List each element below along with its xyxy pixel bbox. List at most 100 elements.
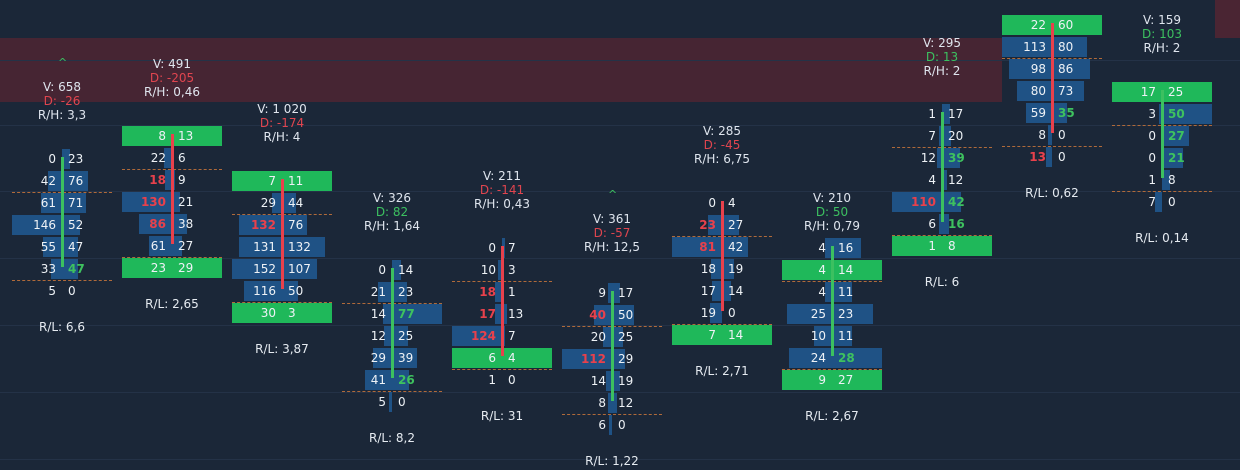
price-level-row[interactable]: 4 11 (782, 282, 882, 302)
price-level-row[interactable]: 40 50 (562, 305, 662, 325)
price-level-row[interactable]: 110 42 (892, 192, 992, 212)
ask-volume: 21 (178, 195, 194, 209)
ask-volume: 17 (618, 286, 634, 300)
price-level-row[interactable]: 86 38 (122, 214, 222, 234)
footprint-column[interactable]: ^ V: 658 D: -26 R/H: 3,3 0 23 42 76 61 71 146 52 55 4… (7, 0, 117, 470)
bid-volume-bar (937, 148, 942, 168)
price-level-row[interactable]: 132 76 (232, 215, 332, 235)
price-level-row[interactable]: 130 21 (122, 192, 222, 212)
price-level-row[interactable]: 24 28 (782, 348, 882, 368)
price-level-row[interactable]: 59 35 (1002, 103, 1102, 123)
price-level-row[interactable]: 10 3 (452, 260, 552, 280)
footprint-column[interactable]: ^ V: 361 D: -57 R/H: 12,5 9 17 40 50 20 25 112 29 14… (557, 0, 667, 470)
price-level-row[interactable]: 18 19 (672, 259, 772, 279)
price-level-row[interactable]: 20 25 (562, 327, 662, 347)
price-level-row[interactable]: 9 27 (782, 370, 882, 390)
price-level-row[interactable]: 42 76 (12, 171, 112, 191)
price-level-row[interactable]: 12 39 (892, 148, 992, 168)
price-level-row[interactable]: 81 42 (672, 237, 772, 257)
price-level-row[interactable]: 4 12 (892, 170, 992, 190)
footprint-column[interactable]: V: 211 D: -141 R/H: 0,43 0 7 10 3 18 1 17 13 124 7 6 4… (447, 0, 557, 470)
price-level-row[interactable]: 21 23 (342, 282, 442, 302)
price-level-row[interactable]: 0 27 (1112, 126, 1212, 146)
price-level-row[interactable]: 41 26 (342, 370, 442, 390)
ask-volume-bar (832, 326, 852, 346)
bid-volume: 86 (149, 217, 166, 231)
footprint-column[interactable]: V: 1 020 D: -174 R/H: 4 7 11 29 44 132 76 131 132 1… (227, 0, 337, 470)
price-level-row[interactable]: 29 39 (342, 348, 442, 368)
ask-volume-bar (942, 170, 947, 190)
footprint-column[interactable]: V: 295 D: 13 R/H: 2 1 17 7 20 12 39 4 12 110 42 6 16 1 8… (887, 0, 997, 470)
footprint-column[interactable]: 22 60 113 80 98 86 80 73 59 35 8 0 13 0 R/L: 0,62 (997, 0, 1107, 470)
bid-volume: 12 (370, 329, 386, 343)
price-level-row[interactable]: 14 77 (342, 304, 442, 324)
footprint-column[interactable]: V: 159 D: 103 R/H: 2 17 25 3 50 0 27 0 21 1 8 7 0 R/L: … (1107, 0, 1217, 470)
price-level-row[interactable]: 131 132 (232, 237, 332, 257)
price-level-row[interactable]: 9 17 (562, 283, 662, 303)
price-level-row[interactable]: 113 80 (1002, 37, 1102, 57)
bid-volume: 29 (370, 351, 386, 365)
ask-volume-bar (832, 304, 873, 324)
price-level-row[interactable]: 7 14 (672, 325, 772, 345)
footprint-column[interactable]: V: 326 D: 82 R/H: 1,64 0 14 21 23 14 77 12 25 29 39 4… (337, 0, 447, 470)
price-level-row[interactable]: 17 13 (452, 304, 552, 324)
price-level-row[interactable]: 29 44 (232, 193, 332, 213)
bid-volume: 19 (700, 306, 716, 320)
price-level-row[interactable]: 152 107 (232, 259, 332, 279)
price-level-row[interactable]: 80 73 (1002, 81, 1102, 101)
price-level-row[interactable]: 98 86 (1002, 59, 1102, 79)
price-level-row[interactable]: 22 6 (122, 148, 222, 168)
price-level-row[interactable]: 7 20 (892, 126, 992, 146)
price-level-row[interactable]: 13 0 (1002, 147, 1102, 167)
price-level-row[interactable]: 14 19 (562, 371, 662, 391)
price-level-row[interactable]: 23 29 (122, 258, 222, 278)
ask-volume: 7 (508, 329, 516, 343)
price-level-row[interactable]: 17 14 (672, 281, 772, 301)
bid-volume: 7 (1148, 195, 1156, 209)
footprint-column[interactable]: V: 210 D: 50 R/H: 0,79 4 16 4 14 4 11 25 23 10 11 24 2… (777, 0, 887, 470)
price-level-row[interactable]: 55 47 (12, 237, 112, 257)
price-level-row[interactable]: 0 23 (12, 149, 112, 169)
price-level-row[interactable]: 23 27 (672, 215, 772, 235)
ask-volume-bar (62, 259, 78, 279)
price-level-row[interactable]: 116 50 (232, 281, 332, 301)
volume-label: V: 285 (703, 124, 741, 138)
price-level-row[interactable]: 3 50 (1112, 104, 1212, 124)
price-level-row[interactable]: 61 71 (12, 193, 112, 213)
price-level-row[interactable]: 30 3 (232, 303, 332, 323)
bid-volume: 5 (378, 395, 386, 409)
ask-volume-bar (282, 259, 317, 279)
price-level-row[interactable]: 8 12 (562, 393, 662, 413)
ask-volume-bar (392, 326, 408, 346)
price-level-row[interactable]: 1 17 (892, 104, 992, 124)
price-level-row[interactable]: 0 21 (1112, 148, 1212, 168)
price-level-row[interactable]: 25 23 (782, 304, 882, 324)
price-level-row[interactable]: 4 16 (782, 238, 882, 258)
footprint-column[interactable]: V: 491 D: -205 R/H: 0,46 8 13 22 6 18 9 130 21 86 38… (117, 0, 227, 470)
price-level-row[interactable]: 12 25 (342, 326, 442, 346)
price-level-row[interactable]: 10 11 (782, 326, 882, 346)
price-level-row[interactable]: 18 1 (452, 282, 552, 302)
price-level-row[interactable]: 6 16 (892, 214, 992, 234)
footprint-column[interactable]: V: 285 D: -45 R/H: 6,75 0 4 23 27 81 42 18 19 17 14 1… (667, 0, 777, 470)
delta-label: D: 13 (925, 50, 959, 64)
price-level-row[interactable]: 19 0 (672, 303, 772, 323)
price-level-row[interactable]: 112 29 (562, 349, 662, 369)
price-level-row[interactable]: 146 52 (12, 215, 112, 235)
ask-volume: 23 (838, 307, 854, 321)
ask-volume: 132 (288, 240, 311, 254)
price-level-row[interactable]: 0 14 (342, 260, 442, 280)
price-level-row[interactable]: 33 47 (12, 259, 112, 279)
price-level-row[interactable]: 61 27 (122, 236, 222, 256)
